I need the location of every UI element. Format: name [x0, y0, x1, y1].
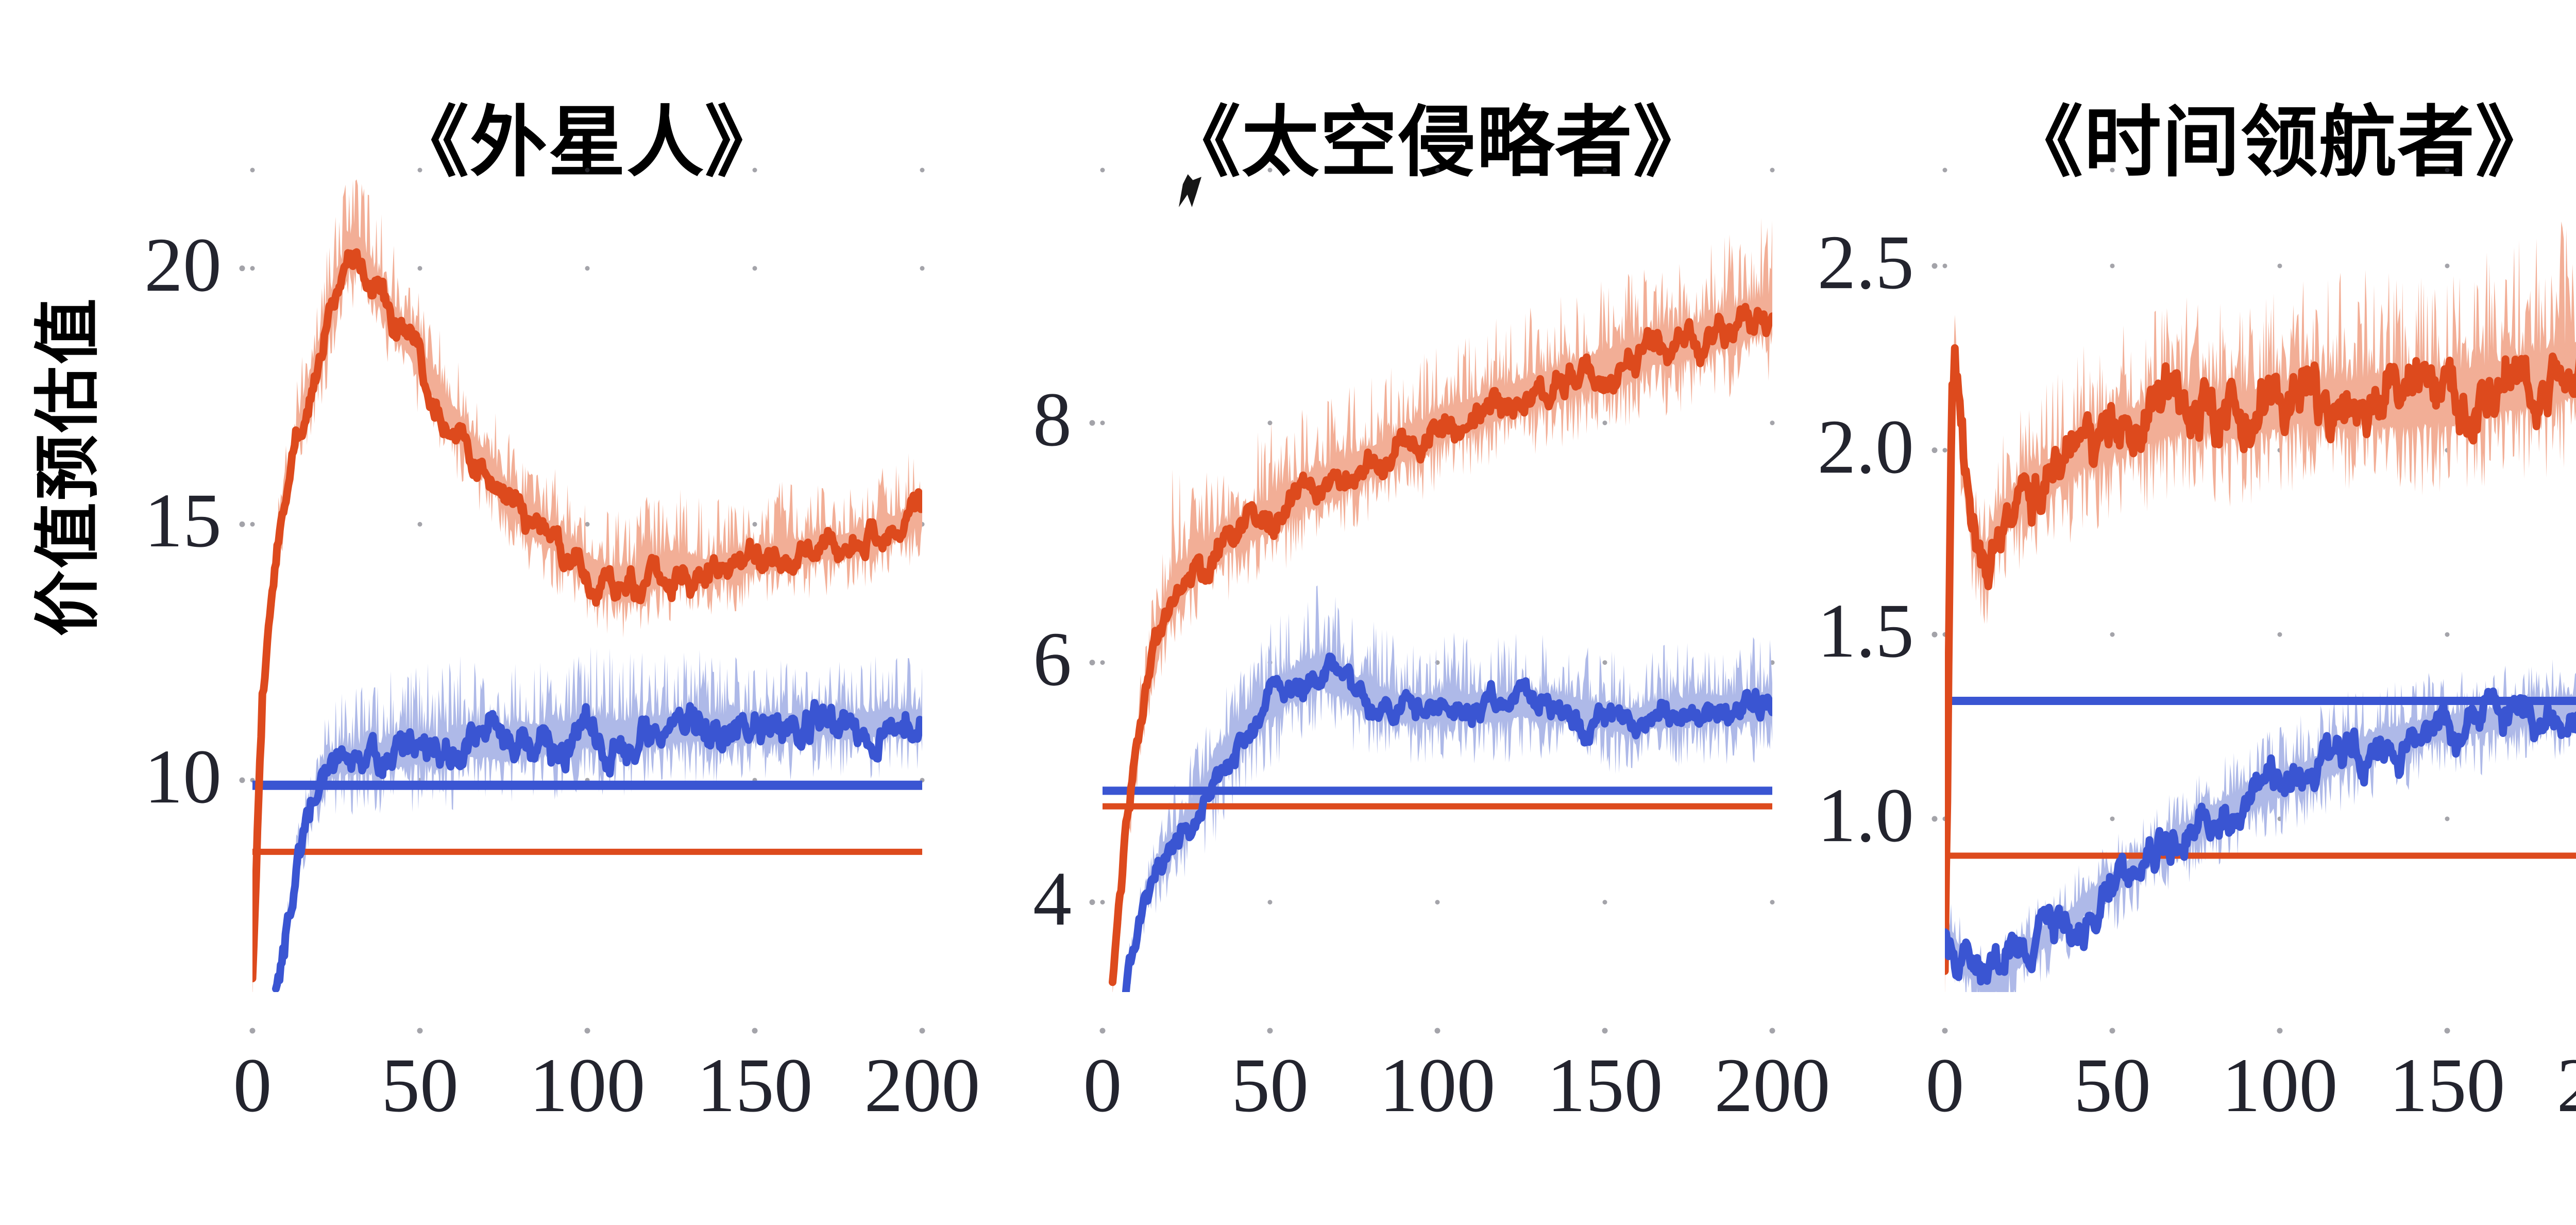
x-tick-label: 200 — [2556, 1043, 2576, 1128]
y-axis-label: 价值预估值 — [31, 296, 105, 637]
x-tick-label: 0 — [233, 1043, 272, 1128]
x-tick-label: 50 — [381, 1043, 459, 1128]
x-tick-label: 200 — [1714, 1043, 1831, 1128]
y-tick-label: 1.0 — [1817, 772, 1914, 858]
y-tick-label: 10 — [144, 733, 222, 819]
y-tick-label: 4 — [1033, 855, 1072, 942]
x-tick-label: 0 — [1083, 1043, 1122, 1128]
plot-area — [239, 167, 925, 1034]
subplot-alien: 《外星人》 10 15 20 0 50 100 150 200 — [144, 100, 980, 1129]
y-tick-label: 6 — [1033, 616, 1072, 702]
x-tick-label: 50 — [2074, 1043, 2151, 1128]
plot-area — [1089, 167, 1775, 1034]
x-tick-label: 0 — [1925, 1043, 1964, 1128]
y-tick-label: 8 — [1033, 376, 1072, 462]
x-tick-label: 200 — [864, 1043, 980, 1128]
y-tick-label: 2.5 — [1817, 220, 1914, 306]
y-tick-label: 1.5 — [1817, 588, 1914, 674]
y-tick-label: 20 — [144, 222, 222, 308]
x-tick-label: 100 — [529, 1043, 646, 1128]
y-tick-label: 2.0 — [1817, 404, 1914, 490]
x-tick-label: 50 — [1231, 1043, 1309, 1128]
x-tick-label: 100 — [1379, 1043, 1496, 1128]
x-tick-label: 150 — [1547, 1043, 1663, 1128]
x-tick-label: 100 — [2222, 1043, 2338, 1128]
x-tick-label: 150 — [2389, 1043, 2505, 1128]
y-tick-label: 15 — [144, 478, 222, 564]
plot-area — [1931, 167, 2576, 1034]
x-tick-label: 150 — [697, 1043, 813, 1128]
